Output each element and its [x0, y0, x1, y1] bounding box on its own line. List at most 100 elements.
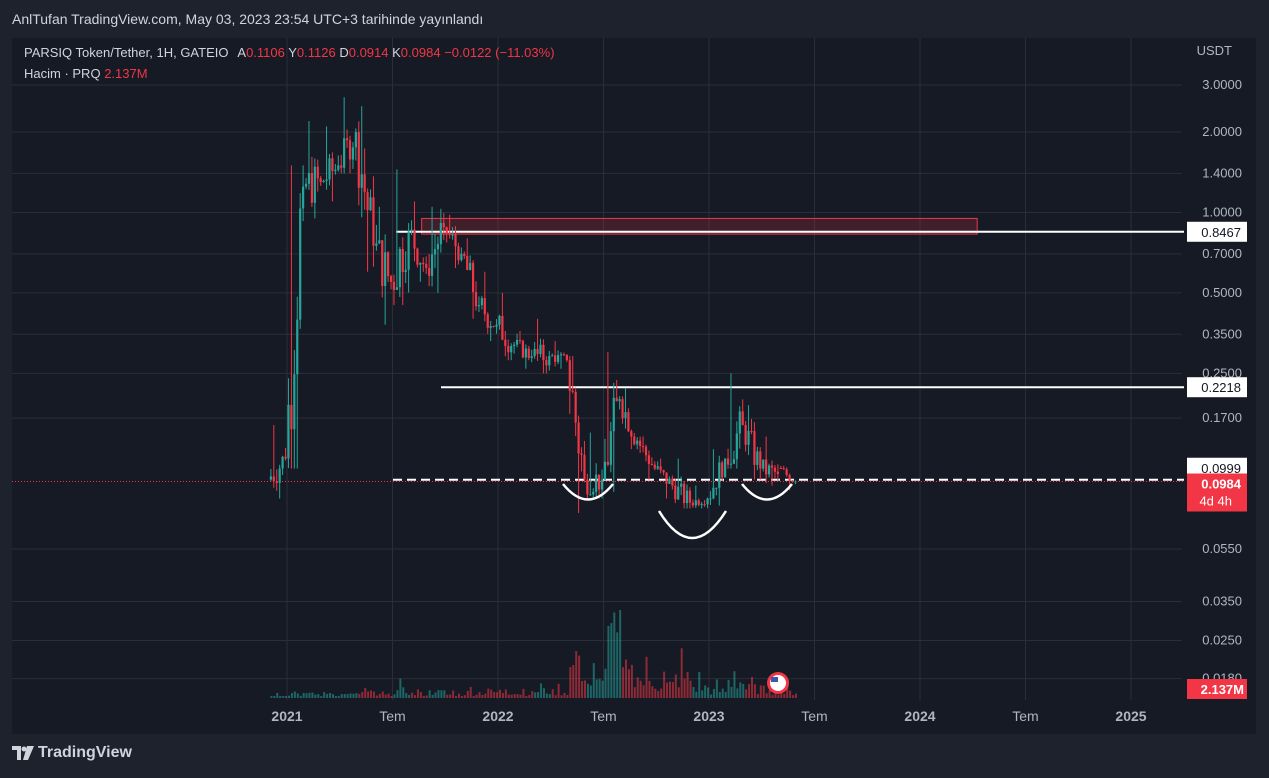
price-tick-label: 0.0550 [1202, 541, 1242, 556]
price-tick-label: 1.0000 [1202, 204, 1242, 219]
volume-bar [475, 694, 478, 698]
price-label-text: 0.2218 [1201, 380, 1241, 395]
price-label-box [1187, 221, 1247, 242]
candle-body [416, 248, 419, 265]
volume-bar [478, 692, 481, 698]
tradingview-logo[interactable]: TradingView [12, 744, 132, 762]
candle-body [428, 267, 431, 276]
candle-body [407, 231, 410, 270]
open-label: A [237, 45, 247, 60]
candle-body [767, 465, 771, 475]
event-flag-canton [771, 677, 778, 682]
volume-bar [613, 612, 616, 698]
candle-body [290, 404, 293, 430]
chart-panel[interactable] [12, 38, 1256, 734]
volume-bar [337, 695, 340, 698]
volume-bar [370, 690, 373, 698]
volume-bar [572, 665, 575, 698]
volume-bar [586, 683, 589, 698]
volume-bar [463, 695, 466, 698]
volume-bar [425, 695, 428, 698]
candle-body [794, 481, 797, 483]
candle-body [378, 240, 381, 244]
candle-body [682, 483, 686, 504]
volume-bar [619, 610, 622, 698]
candle-body [521, 340, 525, 358]
volume-bar [718, 692, 721, 698]
candle-body [562, 354, 566, 356]
candle-body [366, 192, 369, 211]
volume-bar [663, 671, 666, 698]
candle-body [328, 158, 331, 180]
candle-body [334, 169, 337, 172]
candle-body [680, 483, 683, 487]
candle-body [518, 340, 522, 342]
publish-header: AnlTufan TradingView.com, May 03, 2023 2… [0, 0, 1269, 38]
candle-body [688, 490, 692, 503]
candle-body [674, 485, 677, 500]
volume-bar [320, 696, 323, 698]
candle-body [583, 454, 586, 480]
volume-bar [437, 690, 440, 698]
volume-bar [434, 692, 437, 698]
volume-bar [352, 693, 355, 698]
volume-bar [742, 683, 745, 698]
candle-body [343, 138, 346, 168]
candle-body [641, 446, 645, 448]
symbol-name[interactable]: PARSIQ Token/Tether, 1H, GATEIO [24, 45, 229, 60]
volume-bar [273, 696, 276, 698]
candle-body [480, 298, 483, 306]
candle-body [559, 354, 563, 356]
volume-bar [378, 693, 381, 698]
price-tick-label: 0.0250 [1202, 632, 1242, 647]
volume-bar [551, 689, 554, 698]
candle-body [513, 344, 516, 347]
volume-bar [633, 687, 636, 698]
volume-bar [616, 632, 619, 698]
candle-body [650, 463, 653, 465]
open-value: 0.1106 [246, 45, 285, 60]
candle-body [348, 140, 352, 160]
candle-body [471, 262, 475, 293]
volume-bar [604, 668, 607, 698]
volume-legend: Hacim · PRQ 2.137M [24, 66, 148, 81]
volume-bar [419, 692, 422, 698]
price-label-text: 0.0999 [1201, 461, 1241, 476]
volume-bar [727, 679, 730, 698]
candle-body [515, 340, 519, 345]
resistance-zone-rect [421, 217, 978, 235]
candle-body [483, 298, 486, 315]
low-value: 0.0914 [348, 45, 389, 60]
candle-body [577, 422, 580, 454]
volume-bar [648, 680, 651, 698]
volume-bar [583, 680, 586, 698]
candle-body [448, 233, 451, 235]
price-tick-label: 0.5000 [1202, 285, 1242, 300]
price-tick-label: 0.2500 [1202, 365, 1242, 380]
candle-body [419, 262, 422, 265]
time-tick-label: Tem [801, 708, 827, 724]
candles [269, 97, 797, 514]
volume-bar [651, 686, 654, 698]
candle-body [668, 478, 671, 484]
candle-body [565, 354, 568, 361]
left-shoulder-arc [562, 483, 614, 501]
volume-bar [399, 678, 402, 698]
symbol-legend: PARSIQ Token/Tether, 1H, GATEIO A0.1106 … [24, 45, 555, 60]
candle-body [413, 229, 416, 249]
volume-bar [449, 694, 452, 698]
volume-bar [554, 695, 557, 698]
volume-bar [660, 688, 663, 698]
candle-body [568, 360, 571, 391]
volume-bar [630, 664, 633, 698]
price-tick-label: 0.3500 [1202, 326, 1242, 341]
candle-body [759, 451, 762, 469]
volume-bar [507, 694, 510, 698]
candle-body [498, 315, 501, 325]
candle-body [615, 397, 618, 402]
volume-bar [739, 682, 742, 698]
volume-bar [326, 693, 329, 698]
volume-bar [422, 695, 425, 698]
candle-body [381, 240, 384, 287]
